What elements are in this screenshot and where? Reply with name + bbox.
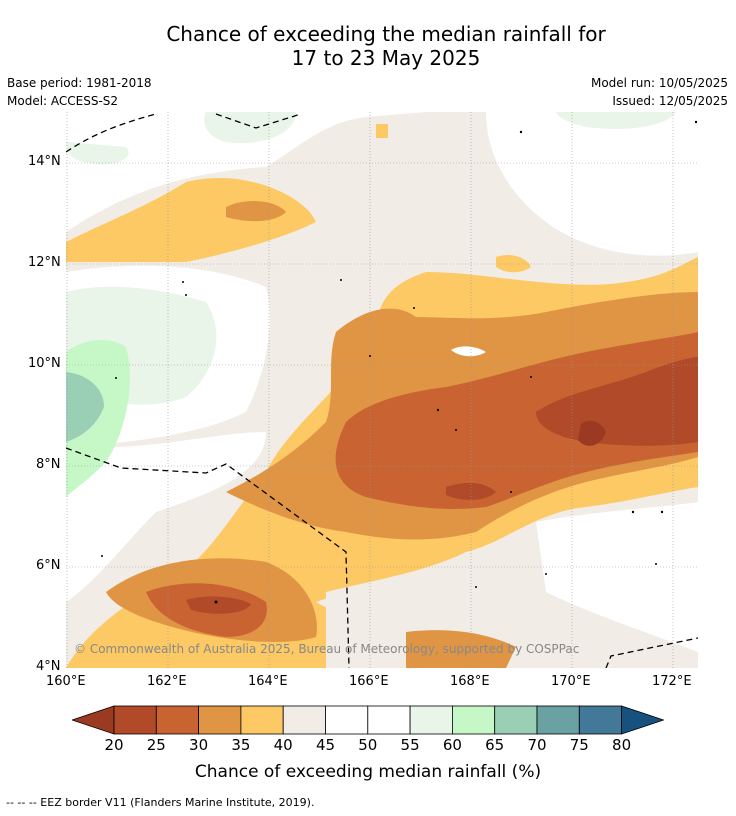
region-45-55-d	[66, 432, 266, 602]
region-30-35-se	[406, 630, 516, 668]
model-name: Model: ACCESS-S2	[7, 94, 119, 108]
colorbar-bin-35_40	[240, 705, 284, 735]
lat-label-6n: 6°N	[36, 558, 61, 573]
colorbar-bin-40_45	[282, 705, 326, 735]
colorbar-tick-label: 50	[358, 736, 378, 754]
lat-label-8n: 8°N	[36, 457, 61, 472]
region-20-25	[536, 357, 698, 446]
lon-label-170e: 170°E	[551, 674, 591, 689]
colorbar-bin-70_75	[536, 705, 580, 735]
eez-border	[65, 113, 699, 669]
lat-label-4n: 4°N	[36, 659, 61, 674]
lat-label-10n: 10°N	[28, 356, 61, 371]
colorbar-tick-label: 30	[189, 736, 209, 754]
lat-label-12n: 12°N	[28, 255, 61, 270]
region-45-55-a	[66, 112, 246, 222]
base-period: Base period: 1981-2018	[7, 76, 152, 90]
lon-label-164e: 164°E	[248, 674, 288, 689]
region-35-40	[66, 177, 316, 262]
region-30-35	[226, 200, 286, 222]
colorbar-title: Chance of exceeding median rainfall (%)	[194, 762, 542, 782]
region-45-55-e	[536, 502, 698, 652]
region-20-25-c	[186, 596, 251, 614]
colorbar-tick-label: 80	[612, 736, 632, 754]
region-25-30	[335, 332, 698, 509]
colorbar-tick-label: 40	[273, 736, 293, 754]
region-35-40-small	[376, 124, 388, 138]
model-run: Model run: 10/05/2025	[590, 76, 728, 90]
colorbar-tick-label: 65	[485, 736, 505, 754]
colorbar-tick-label: 45	[315, 736, 336, 754]
colorbar-extend-low	[72, 705, 115, 735]
colorbar-bin-75_80	[578, 705, 622, 735]
colorbar-bin-65_70	[494, 705, 538, 735]
colorbar-tick-label: 60	[442, 736, 462, 754]
colorbar-tick-label: 35	[231, 736, 251, 754]
colorbar-tick-label: 75	[569, 736, 589, 754]
rainfall-map: © Commonwealth of Australia 2025, Bureau…	[65, 112, 699, 669]
colorbar-bin-30_35	[198, 705, 242, 735]
lon-label-162e: 162°E	[147, 674, 187, 689]
region-35-40-patch	[496, 255, 531, 273]
region-55-60-left	[66, 142, 129, 165]
islands	[101, 120, 698, 604]
colorbar-bin-50_55	[367, 705, 411, 735]
lat-label-14n: 14°N	[28, 154, 61, 169]
colorbar	[72, 705, 664, 735]
colorbar-bin-55_60	[409, 705, 453, 735]
colorbar-bin-20_25	[113, 705, 157, 735]
colorbar-tick-label: 70	[527, 736, 547, 754]
lon-label-160e: 160°E	[46, 674, 86, 689]
region-20-25-b	[446, 482, 496, 500]
colorbar-tick-label: 55	[400, 736, 420, 754]
region-below-20	[578, 420, 606, 446]
region-45-55-b	[486, 112, 698, 256]
map-copyright: © Commonwealth of Australia 2025, Bureau…	[74, 642, 579, 656]
lon-label-166e: 166°E	[349, 674, 389, 689]
map-title-line1: Chance of exceeding the median rainfall …	[166, 22, 606, 46]
region-55-60-top	[204, 112, 296, 143]
colorbar-bin-60_65	[451, 705, 496, 735]
colorbar-extend-high	[621, 705, 664, 735]
graticule	[66, 112, 698, 668]
region-55-60-topright	[556, 112, 676, 129]
colorbar-tick-label: 20	[104, 736, 124, 754]
rainfall-map-svg: © Commonwealth of Australia 2025, Bureau…	[65, 112, 699, 669]
colorbar-tick-label: 25	[146, 736, 166, 754]
colorbar-bin-45_50	[325, 705, 369, 735]
region-45-55-patch1	[316, 597, 366, 612]
region-45-55-patch2	[451, 346, 486, 357]
colorbar-bin-25_30	[155, 705, 200, 735]
map-title-line2: 17 to 23 May 2025	[291, 46, 481, 70]
region-65-70	[66, 372, 104, 442]
lon-label-172e: 172°E	[652, 674, 692, 689]
lon-label-168e: 168°E	[450, 674, 490, 689]
eez-footnote: -- -- -- EEZ border V11 (Flanders Marine…	[6, 796, 315, 809]
issued-date: Issued: 12/05/2025	[612, 94, 728, 108]
